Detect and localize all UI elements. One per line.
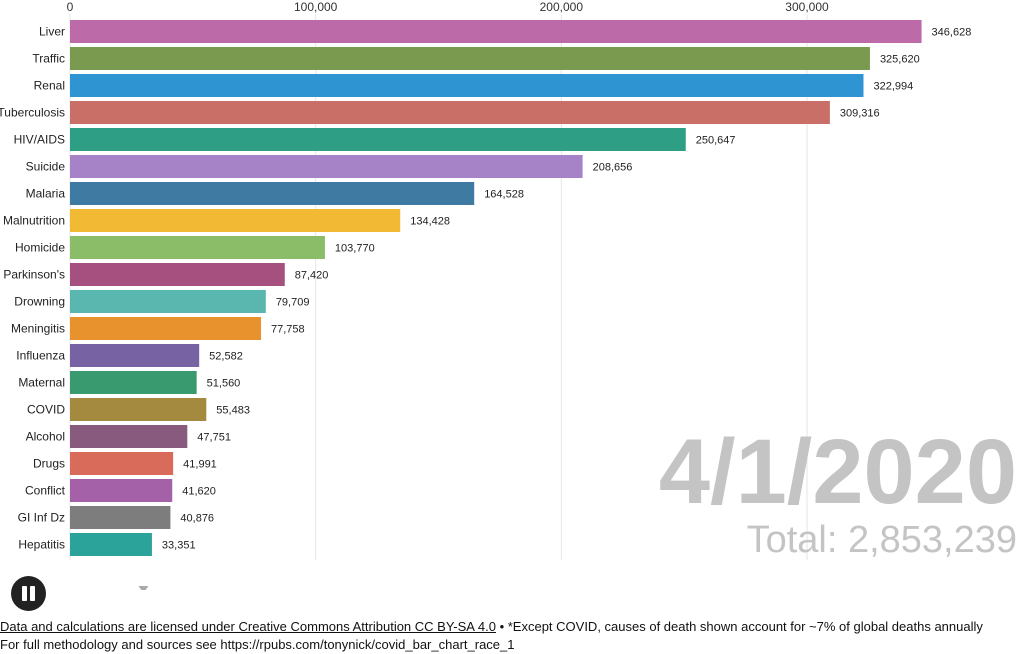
bar [70,155,583,178]
value-label: 52,582 [209,351,243,363]
value-label: 346,628 [932,27,972,39]
category-label: Traffic [32,52,65,66]
bar [70,479,173,502]
value-label: 87,420 [295,270,329,282]
bar [70,452,174,475]
x-tick-label: 0 [67,0,74,14]
value-label: 325,620 [880,54,920,66]
license-link[interactable]: Data and calculations are licensed under… [0,619,496,634]
category-label: Malaria [26,187,66,201]
bar [70,101,830,124]
value-label: 250,647 [696,135,736,147]
bar [70,398,207,421]
pause-button[interactable] [11,576,46,611]
category-label: Influenza [16,349,65,363]
value-label: 309,316 [840,108,880,120]
x-tick-label: 300,000 [785,0,829,14]
value-label: 41,620 [182,486,216,498]
bar [70,533,152,556]
category-label: GI Inf Dz [18,511,65,525]
value-label: 322,994 [873,81,913,93]
category-label: Conflict [25,484,66,498]
value-label: 134,428 [410,216,450,228]
bar [70,344,200,367]
bar [70,47,870,70]
bar [70,182,475,205]
pause-icon [30,586,35,601]
category-label: Maternal [18,376,65,390]
category-label: Hepatitis [18,538,65,552]
value-label: 33,351 [162,540,196,552]
footer-line-2: For full methodology and sources see htt… [0,637,515,652]
x-tick-label: 200,000 [540,0,584,14]
bar [70,128,686,151]
timeline-handle[interactable] [138,586,149,590]
value-label: 55,483 [216,405,250,417]
value-label: 103,770 [335,243,375,255]
footer: Data and calculations are licensed under… [0,618,1020,654]
x-axis-ticks: 0 100,000 200,000 300,000 [67,0,829,14]
category-label: Tuberculosis [0,106,65,120]
value-label: 51,560 [207,378,241,390]
value-label: 77,758 [271,324,305,336]
category-label: HIV/AIDS [14,133,65,147]
x-tick-label: 100,000 [294,0,338,14]
bar [70,425,188,448]
category-label: Drowning [14,295,65,309]
bar [70,317,262,340]
category-label: Drugs [33,457,65,471]
bars: Liver 346,628 Traffic 325,620 Renal 322,994 Tu… [0,20,971,556]
category-label: Alcohol [26,430,65,444]
bar-chart: 0 100,000 200,000 300,000 Liver 346,628 Traff… [0,0,1017,590]
current-date-label: 4/1/2020 [659,421,1017,523]
category-label: Liver [39,25,65,39]
bar [70,209,401,232]
bar [70,236,325,259]
category-label: Suicide [26,160,66,174]
bar [70,371,197,394]
bar [70,74,864,97]
value-label: 41,991 [183,459,217,471]
value-label: 79,709 [276,297,310,309]
bar [70,20,922,43]
category-label: Homicide [15,241,65,255]
footer-line-1: Data and calculations are licensed under… [0,618,1020,636]
timeline-slider[interactable]: 3/1/20203/12/20203/23/20204/3/20204/14/2… [45,586,997,590]
category-label: Meningitis [11,322,65,336]
value-label: 47,751 [197,432,231,444]
footer-note: • *Except COVID, causes of death shown a… [495,619,983,634]
bar [70,263,285,286]
category-label: COVID [27,403,65,417]
value-label: 164,528 [484,189,524,201]
value-label: 40,876 [180,513,214,525]
bar [70,290,266,313]
category-label: Malnutrition [3,214,65,228]
pause-icon [22,586,27,601]
value-label: 208,656 [593,162,633,174]
total-label: Total: 2,853,239 [747,519,1017,561]
category-label: Parkinson's [3,268,65,282]
category-label: Renal [34,79,65,93]
bar [70,506,171,529]
